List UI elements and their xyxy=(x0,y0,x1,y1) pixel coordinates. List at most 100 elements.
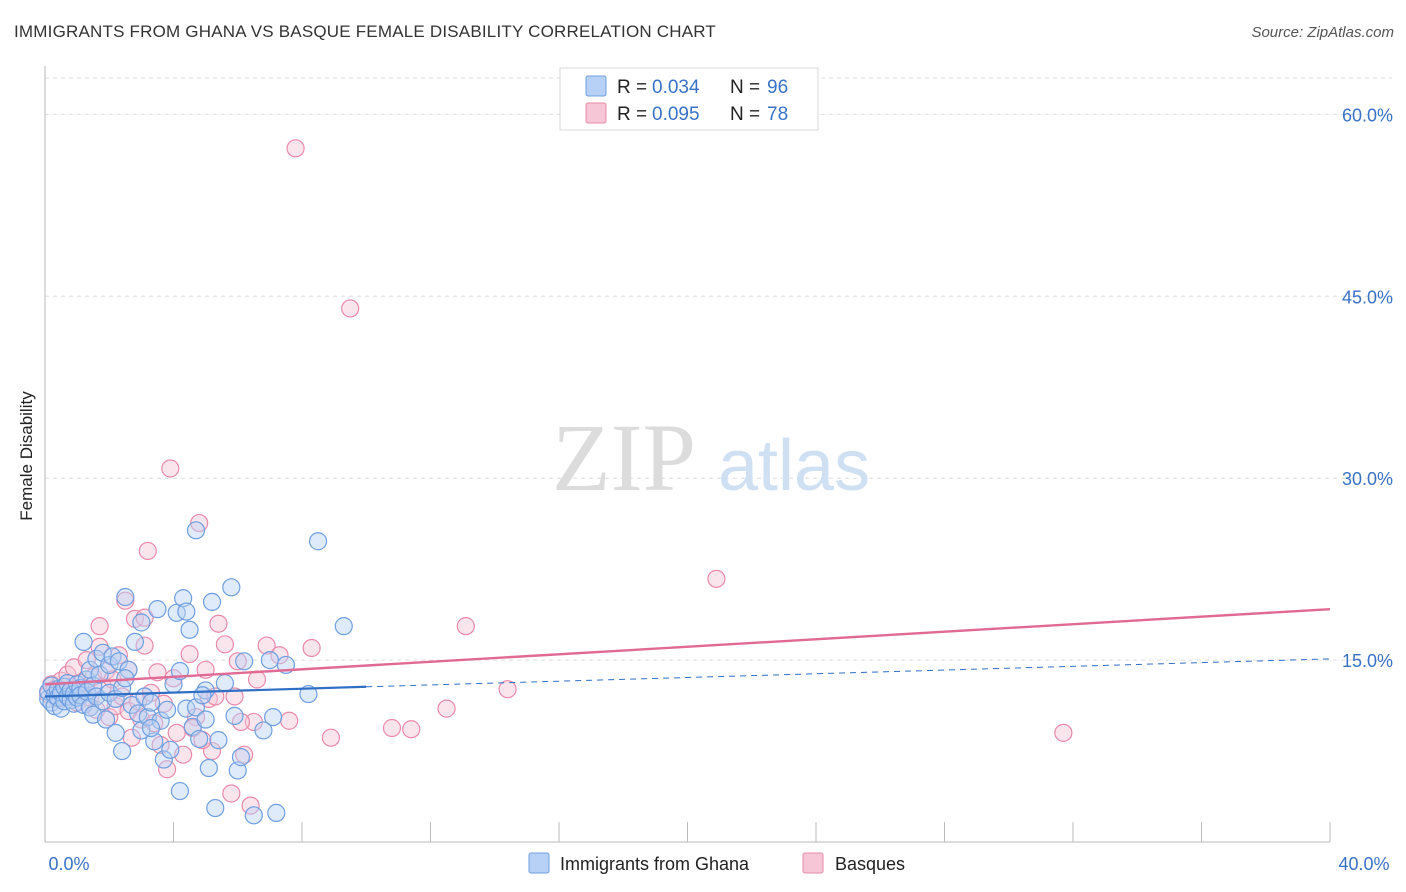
ghana-point xyxy=(260,650,279,670)
ghana-point xyxy=(90,665,109,684)
basques-trend-line xyxy=(44,607,1331,686)
ghana-point xyxy=(215,674,234,693)
y-tick-label: 30.0% xyxy=(1342,469,1393,489)
ghana-point xyxy=(148,600,167,619)
ghana-point xyxy=(112,741,132,761)
ghana-point xyxy=(170,781,190,801)
ghana-point xyxy=(202,592,222,611)
ghana-point xyxy=(299,684,318,704)
ghana-point xyxy=(206,798,225,818)
ghana-point xyxy=(186,521,206,540)
series-legend-label-ghana: Immigrants from Ghana xyxy=(560,854,750,874)
basques-point xyxy=(456,617,475,636)
legend-r-value-basques: 0.095 xyxy=(652,104,700,125)
legend-r-value-ghana: 0.034 xyxy=(652,77,700,98)
basques-point xyxy=(161,459,180,478)
basques-point xyxy=(138,541,157,561)
ghana-trend-extension xyxy=(366,658,1331,688)
basques-point xyxy=(321,728,341,747)
x-tick-label-min: 0.0% xyxy=(48,854,89,874)
legend-swatch-basques xyxy=(585,102,607,124)
ghana-point xyxy=(145,732,164,751)
ghana-point xyxy=(125,632,145,652)
ghana-points xyxy=(39,521,353,825)
ghana-point xyxy=(263,707,283,727)
ghana-point xyxy=(96,710,116,729)
series-legend: Immigrants from Ghana Basques xyxy=(528,852,905,874)
ghana-point xyxy=(190,729,209,749)
ghana-point xyxy=(177,602,196,621)
legend-n-value-ghana: 96 xyxy=(767,77,788,98)
ghana-point xyxy=(228,761,247,780)
watermark: ZIP atlas xyxy=(552,404,870,511)
ghana-point xyxy=(141,693,161,712)
basques-point xyxy=(498,680,517,699)
ghana-point xyxy=(180,620,199,639)
ghana-point xyxy=(222,578,241,597)
basques-point xyxy=(302,638,321,658)
basques-point xyxy=(215,635,234,654)
basques-point xyxy=(402,720,421,739)
series-legend-swatch-ghana xyxy=(528,852,550,874)
source-credit: Source: ZipAtlas.com xyxy=(1251,24,1394,41)
ghana-point xyxy=(231,748,251,767)
series-legend-swatch-basques xyxy=(802,852,824,874)
basques-point xyxy=(180,644,199,664)
ghana-point xyxy=(174,589,193,608)
ghana-point xyxy=(254,721,273,740)
y-tick-label: 15.0% xyxy=(1342,651,1393,671)
trend-lines xyxy=(44,607,1331,698)
ghana-point xyxy=(308,532,328,551)
basques-point xyxy=(341,299,360,318)
ghana-trend-line xyxy=(44,685,367,698)
ghana-point xyxy=(68,688,87,707)
y-tick-label: 45.0% xyxy=(1342,287,1393,307)
basques-point xyxy=(225,687,244,706)
legend-n-value-basques: 78 xyxy=(767,104,788,125)
ghana-point xyxy=(334,617,353,636)
ghana-point xyxy=(161,740,180,759)
basques-point xyxy=(1054,723,1073,742)
basques-point xyxy=(707,569,726,588)
series-legend-label-basques: Basques xyxy=(835,854,905,874)
basques-point xyxy=(135,636,154,655)
ghana-point xyxy=(235,652,254,671)
basques-point xyxy=(222,784,241,803)
ghana-point xyxy=(106,723,125,742)
basques-point xyxy=(270,646,289,665)
basques-point xyxy=(286,139,305,158)
basques-point xyxy=(90,617,109,636)
basques-point xyxy=(135,608,154,627)
ghana-point xyxy=(196,710,215,729)
basques-point xyxy=(157,760,177,779)
x-tick-label-max: 40.0% xyxy=(1338,854,1389,874)
basques-point xyxy=(437,699,456,718)
ghana-point xyxy=(151,711,170,730)
basques-point xyxy=(228,652,247,671)
basques-point xyxy=(280,711,299,730)
ghana-point xyxy=(141,718,161,738)
legend-n-label-basques: N = xyxy=(730,104,760,125)
ghana-point xyxy=(157,700,177,719)
basques-point xyxy=(167,723,186,742)
ghana-point xyxy=(244,806,263,825)
watermark-atlas: atlas xyxy=(718,426,870,506)
ghana-point xyxy=(177,699,196,718)
basques-point xyxy=(241,796,260,815)
basques-point xyxy=(77,650,96,670)
ghana-point xyxy=(193,686,212,705)
ghana-point xyxy=(225,706,244,725)
ghana-point xyxy=(209,731,228,750)
y-tick-label: 60.0% xyxy=(1342,105,1393,125)
legend-n-label-ghana: N = xyxy=(730,77,760,98)
ghana-point xyxy=(74,632,93,652)
legend-r-label-basques: R = xyxy=(617,104,647,125)
ghana-point xyxy=(132,613,151,632)
chart-title: IMMIGRANTS FROM GHANA VS BASQUE FEMALE D… xyxy=(14,22,717,41)
ghana-point xyxy=(199,758,218,778)
ghana-point xyxy=(154,750,173,769)
legend-swatch-ghana xyxy=(585,75,607,97)
basques-point xyxy=(235,745,254,764)
basques-point xyxy=(209,614,228,633)
